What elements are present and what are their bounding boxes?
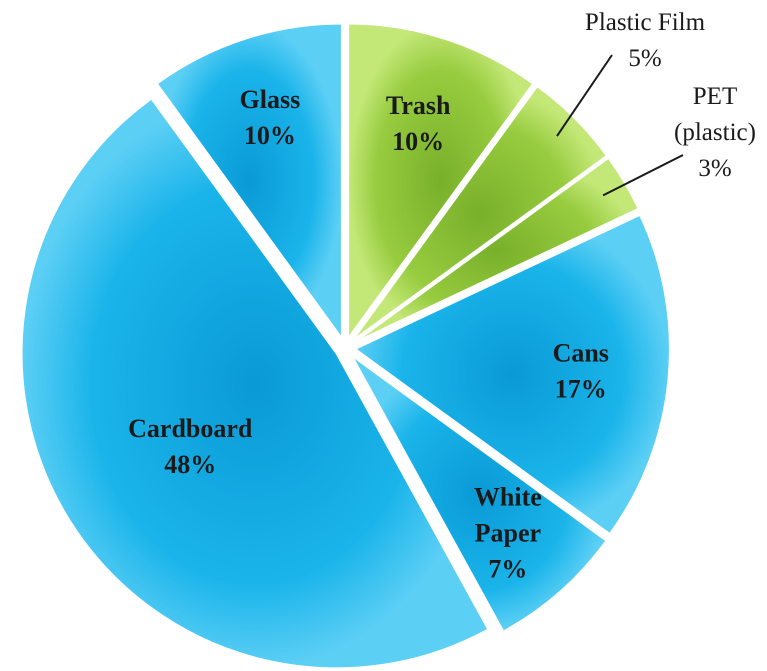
pie-slice-cardboard <box>20 97 490 670</box>
slice-label-white-paper-line-3: 7% <box>488 555 527 584</box>
callout-label-pet-plastic-line-1: PET <box>693 83 737 110</box>
slice-label-glass-line-2: 10% <box>244 121 296 150</box>
pie-slice-plastic-film <box>351 84 609 342</box>
pie-slice-cans <box>353 213 671 536</box>
callout-line-plastic-film <box>556 54 613 137</box>
callout-label-pet-plastic-line-3: 3% <box>698 155 731 182</box>
slice-label-trash-line-1: Trash <box>386 91 451 120</box>
pie-slice-glass <box>155 22 343 342</box>
callout-line-pet-plastic <box>602 154 684 197</box>
pie-slice-white-paper <box>350 354 608 633</box>
pie-slice-pet-plastic <box>353 156 640 344</box>
pie-slice-trash <box>347 22 535 342</box>
slice-label-white-paper-line-1: White <box>474 483 542 512</box>
callout-label-plastic-film-line-2: 5% <box>628 45 661 72</box>
slice-label-cans-line-2: 17% <box>555 374 607 403</box>
slice-label-cardboard-line-2: 48% <box>164 450 216 479</box>
slice-label-cardboard-line-1: Cardboard <box>128 414 253 443</box>
slice-label-white-paper-line-2: Paper <box>475 519 541 548</box>
slice-label-cans-line-1: Cans <box>553 338 609 367</box>
callout-label-plastic-film-line-1: Plastic Film <box>585 9 706 36</box>
callout-label-pet-plastic-line-2: (plastic) <box>674 119 756 146</box>
slice-label-glass-line-1: Glass <box>240 85 301 114</box>
slice-label-trash-line-2: 10% <box>392 127 444 156</box>
